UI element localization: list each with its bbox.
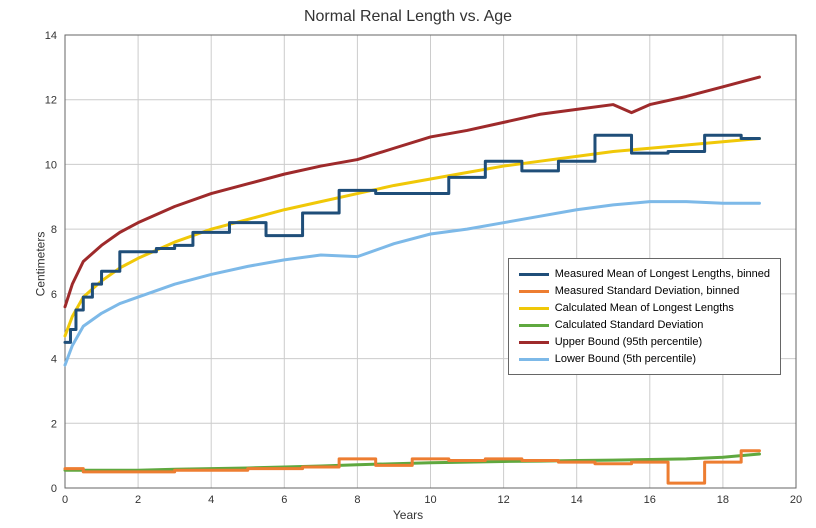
y-tick-label: 2 xyxy=(51,418,57,430)
legend-item: Lower Bound (5th percentile) xyxy=(519,351,770,367)
legend-label: Calculated Mean of Longest Lengths xyxy=(555,302,734,314)
legend-item: Measured Standard Deviation, binned xyxy=(519,283,770,299)
legend-label: Measured Mean of Longest Lengths, binned xyxy=(555,268,770,280)
y-tick-label: 10 xyxy=(45,159,57,171)
x-tick-label: 4 xyxy=(208,494,214,506)
y-tick-label: 12 xyxy=(45,95,57,107)
chart-container: Normal Renal Length vs. Age Centimeters … xyxy=(0,0,816,528)
legend-swatch xyxy=(519,273,549,276)
legend-item: Calculated Mean of Longest Lengths xyxy=(519,300,770,316)
x-tick-label: 12 xyxy=(497,494,509,506)
legend-label: Measured Standard Deviation, binned xyxy=(555,285,740,297)
y-tick-label: 4 xyxy=(51,354,57,366)
legend-swatch xyxy=(519,290,549,293)
legend-swatch xyxy=(519,307,549,310)
y-tick-label: 8 xyxy=(51,224,57,236)
x-tick-label: 6 xyxy=(281,494,287,506)
chart-title: Normal Renal Length vs. Age xyxy=(0,8,816,26)
x-tick-label: 18 xyxy=(717,494,729,506)
legend-label: Upper Bound (95th percentile) xyxy=(555,336,702,348)
x-tick-label: 20 xyxy=(790,494,802,506)
series-line xyxy=(65,451,759,483)
legend: Measured Mean of Longest Lengths, binned… xyxy=(508,258,781,375)
legend-swatch xyxy=(519,358,549,361)
x-axis-label: Years xyxy=(0,508,816,522)
x-tick-label: 0 xyxy=(62,494,68,506)
legend-label: Lower Bound (5th percentile) xyxy=(555,353,696,365)
legend-swatch xyxy=(519,341,549,344)
legend-item: Measured Mean of Longest Lengths, binned xyxy=(519,266,770,282)
legend-label: Calculated Standard Deviation xyxy=(555,319,704,331)
x-tick-label: 8 xyxy=(354,494,360,506)
x-tick-label: 10 xyxy=(424,494,436,506)
y-tick-label: 14 xyxy=(45,30,57,42)
x-tick-label: 16 xyxy=(644,494,656,506)
y-tick-label: 6 xyxy=(51,289,57,301)
y-tick-label: 0 xyxy=(51,483,57,495)
x-tick-label: 14 xyxy=(571,494,583,506)
legend-swatch xyxy=(519,324,549,327)
y-axis-label: Centimeters xyxy=(33,232,47,297)
legend-item: Calculated Standard Deviation xyxy=(519,317,770,333)
x-tick-label: 2 xyxy=(135,494,141,506)
legend-item: Upper Bound (95th percentile) xyxy=(519,334,770,350)
